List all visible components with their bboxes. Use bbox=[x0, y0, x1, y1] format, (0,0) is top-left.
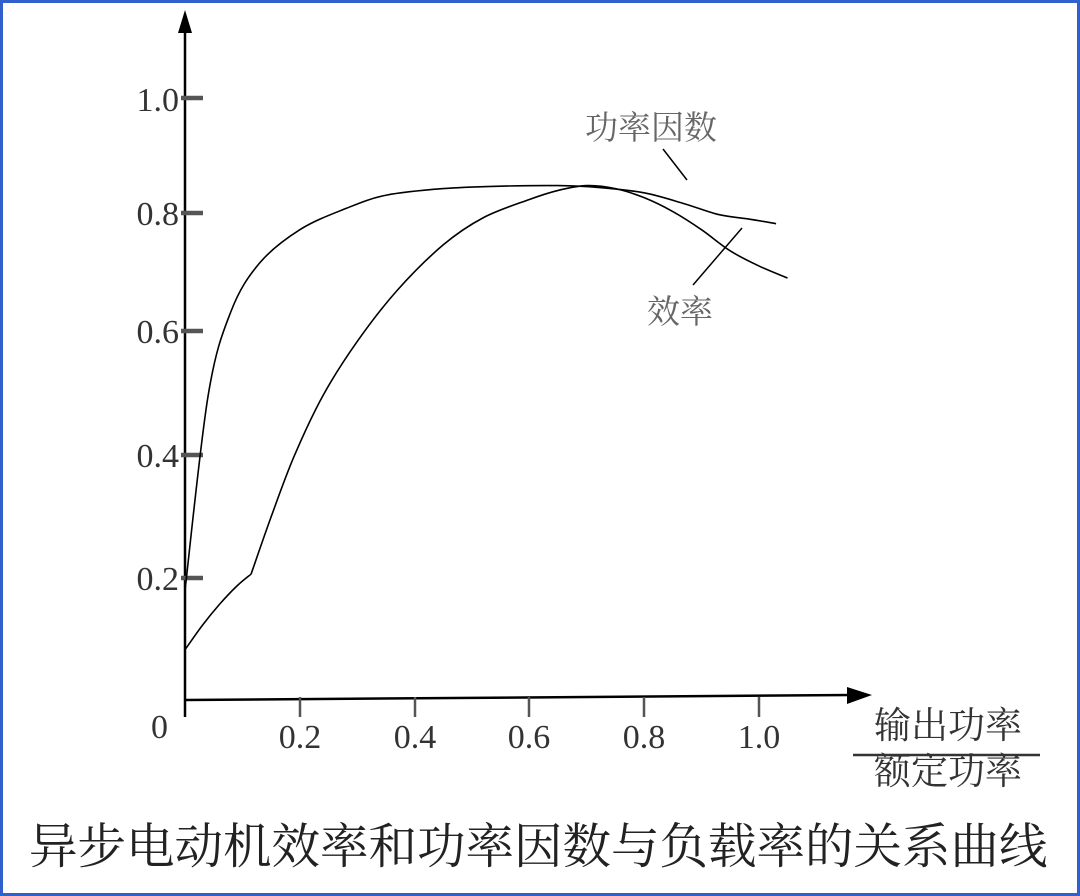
svg-text:0: 0 bbox=[151, 709, 168, 746]
svg-text:0.8: 0.8 bbox=[137, 196, 180, 233]
svg-text:异步电动机效率和功率因数与负载率的关系曲线: 异步电动机效率和功率因数与负载率的关系曲线 bbox=[29, 807, 1048, 877]
svg-text:1.0: 1.0 bbox=[738, 719, 781, 756]
svg-text:功率因数: 功率因数 bbox=[585, 102, 717, 149]
svg-text:效率: 效率 bbox=[647, 286, 713, 333]
svg-text:额定功率: 额定功率 bbox=[874, 741, 1022, 795]
svg-text:1.0: 1.0 bbox=[137, 82, 180, 119]
svg-text:0.6: 0.6 bbox=[508, 719, 551, 756]
svg-text:0.2: 0.2 bbox=[279, 719, 322, 756]
svg-text:0.6: 0.6 bbox=[137, 314, 180, 351]
svg-text:0.2: 0.2 bbox=[137, 561, 180, 598]
svg-text:0.4: 0.4 bbox=[137, 438, 180, 475]
svg-text:0.4: 0.4 bbox=[394, 719, 437, 756]
svg-text:0.8: 0.8 bbox=[623, 719, 666, 756]
